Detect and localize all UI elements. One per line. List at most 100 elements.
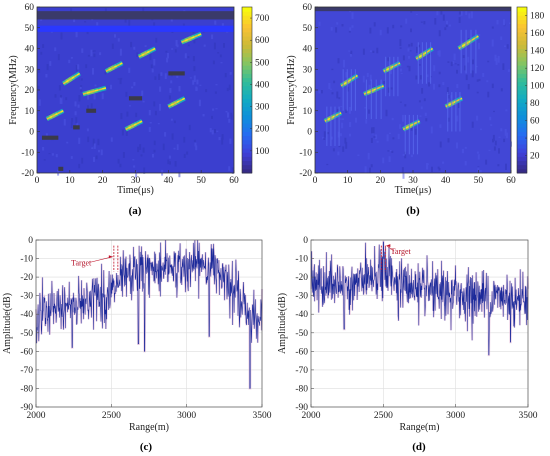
noise-speck [75, 117, 78, 124]
plot-frame [310, 239, 529, 408]
noise-speck [193, 66, 196, 72]
noise-speck [55, 154, 58, 158]
noise-speck [335, 27, 338, 33]
noise-speck [143, 167, 146, 174]
chirp-core [101, 87, 107, 90]
noise-speck [38, 69, 41, 73]
chirp-core [136, 121, 140, 125]
noise-speck [46, 64, 49, 71]
noise-speck [228, 166, 231, 171]
noise-speck [139, 144, 142, 150]
noise-speck [153, 58, 156, 66]
noise-speck [159, 86, 162, 92]
panel-label: (b) [406, 205, 420, 217]
noise-speck [87, 94, 90, 100]
noise-speck [505, 109, 508, 112]
noise-speck [171, 133, 174, 140]
noise-speck [376, 140, 379, 143]
profile-trace [310, 241, 529, 356]
noise-speck [504, 129, 507, 136]
noise-speck [388, 156, 391, 162]
noise-speck [42, 147, 45, 151]
noise-speck [368, 84, 371, 89]
noise-speck [450, 61, 453, 67]
noise-speck [193, 139, 196, 143]
noise-speck [405, 18, 408, 24]
noise-speck [160, 72, 163, 76]
noise-speck [433, 65, 436, 72]
noise-speck [78, 137, 81, 144]
noise-speck [170, 118, 173, 121]
noise-speck [135, 171, 138, 178]
noise-speck [199, 84, 202, 86]
noise-speck [205, 89, 208, 93]
noise-speck [490, 124, 493, 126]
noise-speck [365, 119, 368, 124]
noise-speck [90, 49, 93, 57]
y-tick-label: -90 [20, 403, 33, 413]
colorbar-segment [517, 73, 527, 79]
noise-speck [369, 74, 372, 81]
noise-speck [167, 159, 170, 165]
noise-speck [217, 52, 220, 54]
noise-speck [104, 8, 107, 13]
noise-speck [70, 57, 73, 59]
chirp-core [448, 103, 452, 106]
noise-speck [364, 166, 367, 173]
y-tick-label: -30 [20, 292, 33, 302]
jamming-block [168, 71, 185, 76]
noise-speck [436, 9, 439, 16]
y-tick-label: 0 [303, 236, 308, 246]
colorbar-segment [517, 27, 527, 33]
chirp-core [385, 67, 390, 71]
noise-speck [389, 150, 392, 152]
noise-speck [408, 65, 411, 72]
noise-speck [447, 95, 450, 99]
chirp-core [46, 116, 50, 120]
colorbar-segment [517, 110, 527, 116]
noise-speck [193, 38, 196, 44]
noise-speck [487, 60, 490, 63]
noise-speck [337, 151, 340, 156]
noise-speck [438, 30, 441, 37]
x-tick-label: 30 [131, 176, 141, 186]
noise-speck [176, 144, 179, 150]
colorbar-segment [242, 31, 252, 37]
noise-speck [351, 25, 354, 28]
noise-speck [489, 116, 492, 121]
noise-speck [500, 88, 503, 92]
noise-speck [387, 87, 390, 93]
noise-speck [59, 97, 62, 104]
chirp-core [456, 98, 460, 102]
colorbar-tick-label: 120 [530, 64, 545, 74]
noise-speck [504, 45, 506, 47]
noise-speck [133, 82, 136, 86]
noise-speck [117, 78, 120, 80]
noise-speck [458, 17, 461, 23]
chirp-core [143, 51, 148, 55]
noise-speck [371, 127, 373, 134]
noise-speck [178, 86, 181, 92]
noise-speck [439, 141, 442, 148]
noise-speck [442, 82, 445, 86]
x-tick-label: 50 [474, 176, 484, 186]
noise-speck [330, 136, 333, 140]
noise-speck [73, 19, 76, 23]
noise-speck [164, 132, 167, 137]
noise-speck [214, 91, 217, 94]
x-tick-label: 50 [196, 176, 206, 186]
noise-speck [211, 34, 214, 40]
chirp-core [376, 86, 381, 90]
noise-speck [493, 110, 495, 113]
noise-speck [471, 121, 474, 128]
noise-speck [457, 64, 460, 66]
colorbar-segment [242, 48, 252, 54]
chirp-core [366, 90, 371, 94]
chirp-core [49, 115, 53, 119]
noise-speck [349, 10, 351, 13]
noise-speck [452, 61, 455, 64]
noise-speck [497, 55, 500, 63]
y-tick-label: 60 [303, 3, 313, 13]
colorbar-segment [517, 85, 527, 91]
chirp-core [60, 110, 64, 113]
